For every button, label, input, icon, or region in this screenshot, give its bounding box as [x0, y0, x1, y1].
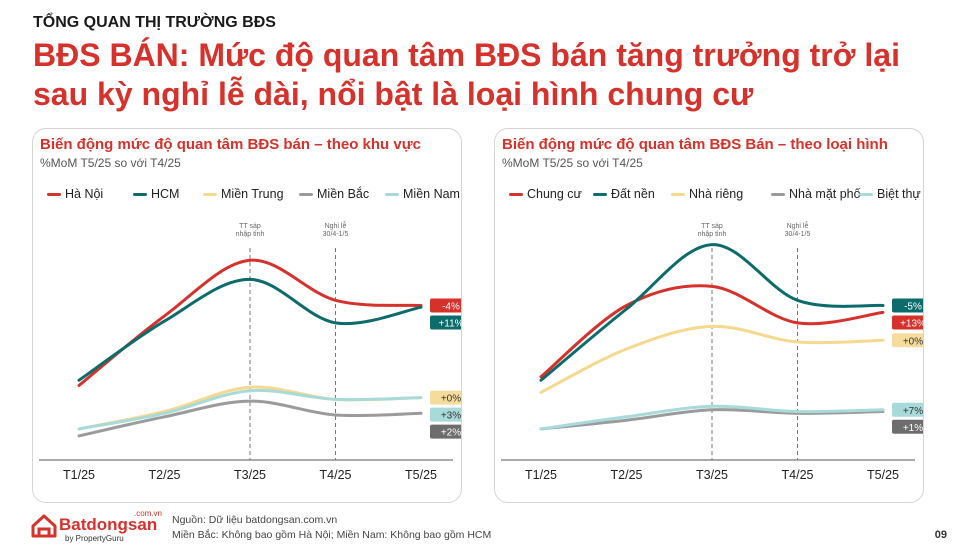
annotation-label: Nghỉ lễ — [787, 221, 809, 230]
series-line-4 — [77, 388, 423, 431]
chart-panel-type: Biến động mức độ quan tâm BĐS Bán – theo… — [494, 128, 924, 503]
chart-legend: Chung cư Đất nền Nhà riêng Nhà mặt phố B… — [495, 187, 923, 203]
legend-item: Miền Bắc — [299, 187, 369, 201]
annotation-label: 30/4-1/5 — [785, 231, 811, 238]
annotation-label: nhập tỉnh — [698, 230, 727, 238]
brand-logo: Batdongsan .com.vn by PropertyGuru — [31, 509, 171, 544]
series-line-0 — [539, 284, 885, 379]
end-value-label: +0% — [430, 390, 461, 405]
legend-item: HCM — [133, 187, 179, 201]
legend-item: Hà Nội — [47, 187, 103, 201]
end-value-label: +1% — [892, 419, 923, 434]
x-tick-label: T2/25 — [611, 468, 643, 482]
svg-text:-5%: -5% — [904, 301, 922, 312]
brand-by: by PropertyGuru — [65, 534, 124, 543]
chart-title: Biến động mức độ quan tâm BĐS Bán – theo… — [502, 136, 888, 153]
legend-item: Miền Nam — [385, 187, 460, 201]
end-value-label: -5% — [892, 298, 923, 312]
annotation-label: TT sáp — [239, 223, 261, 230]
legend-item: Nhà riêng — [671, 187, 743, 201]
chart-title: Biến động mức độ quan tâm BĐS bán – theo… — [40, 136, 421, 153]
svg-text:+0%: +0% — [441, 394, 461, 405]
end-value-label: -4% — [430, 298, 461, 312]
svg-text:+2%: +2% — [441, 428, 461, 439]
x-tick-label: T3/25 — [234, 468, 266, 482]
x-tick-label: T3/25 — [696, 468, 728, 482]
chart-legend: Hà Nội HCM Miền Trung Miền Bắc Miền Nam — [33, 187, 461, 203]
house-logo-icon — [31, 514, 57, 538]
svg-text:+11%: +11% — [438, 318, 461, 329]
end-value-label: +13% — [892, 315, 923, 329]
legend-item: Nhà mặt phố — [771, 187, 861, 201]
annotation-label: Nghỉ lễ — [325, 221, 347, 230]
end-value-label: +7% — [892, 402, 923, 417]
svg-text:+13%: +13% — [900, 318, 923, 329]
series-line-3 — [77, 399, 423, 438]
x-tick-label: T5/25 — [867, 468, 899, 482]
end-value-label: +2% — [430, 424, 461, 439]
svg-text:-4%: -4% — [442, 301, 460, 312]
series-line-1 — [77, 277, 423, 382]
x-tick-label: T4/25 — [320, 468, 352, 482]
legend-item: Miền Trung — [203, 187, 284, 201]
series-line-3 — [539, 408, 885, 431]
brand-name: Batdongsan — [59, 515, 158, 534]
annotation-label: 30/4-1/5 — [323, 231, 349, 238]
x-tick-label: T4/25 — [782, 468, 814, 482]
region-note: Miền Bắc: Không bao gồm Hà Nội; Miền Nam… — [172, 529, 492, 541]
series-line-2 — [539, 324, 885, 394]
legend-item: Biệt thự — [859, 187, 921, 201]
svg-text:+0%: +0% — [903, 336, 923, 347]
end-value-label: +3% — [430, 407, 461, 422]
annotation-label: nhập tỉnh — [236, 230, 265, 238]
chart-subtitle: %MoM T5/25 so với T4/25 — [40, 156, 181, 170]
legend-item: Đất nền — [593, 187, 655, 201]
brand-tld: .com.vn — [134, 509, 163, 518]
x-tick-label: T1/25 — [525, 468, 557, 482]
svg-text:+1%: +1% — [903, 423, 923, 434]
source-note: Nguồn: Dữ liệu batdongsan.com.vn — [172, 514, 338, 526]
annotation-label: TT sáp — [701, 223, 723, 230]
x-tick-label: T2/25 — [149, 468, 181, 482]
slide-headline: BĐS BÁN: Mức độ quan tâm BĐS bán tăng tr… — [33, 37, 900, 112]
end-value-label: +11% — [430, 315, 461, 329]
chart-subtitle: %MoM T5/25 so với T4/25 — [502, 156, 643, 170]
x-tick-label: T1/25 — [63, 468, 95, 482]
svg-text:+7%: +7% — [903, 406, 923, 417]
page-number: 09 — [934, 529, 947, 541]
series-line-4 — [539, 404, 885, 431]
chart-panel-region: Biến động mức độ quan tâm BĐS bán – theo… — [32, 128, 462, 503]
legend-item: Chung cư — [509, 187, 582, 201]
svg-text:+3%: +3% — [441, 411, 461, 422]
section-kicker: TỔNG QUAN THỊ TRƯỜNG BĐS — [33, 14, 276, 31]
end-value-label: +0% — [892, 333, 923, 347]
x-tick-label: T5/25 — [405, 468, 437, 482]
series-line-1 — [539, 243, 885, 382]
